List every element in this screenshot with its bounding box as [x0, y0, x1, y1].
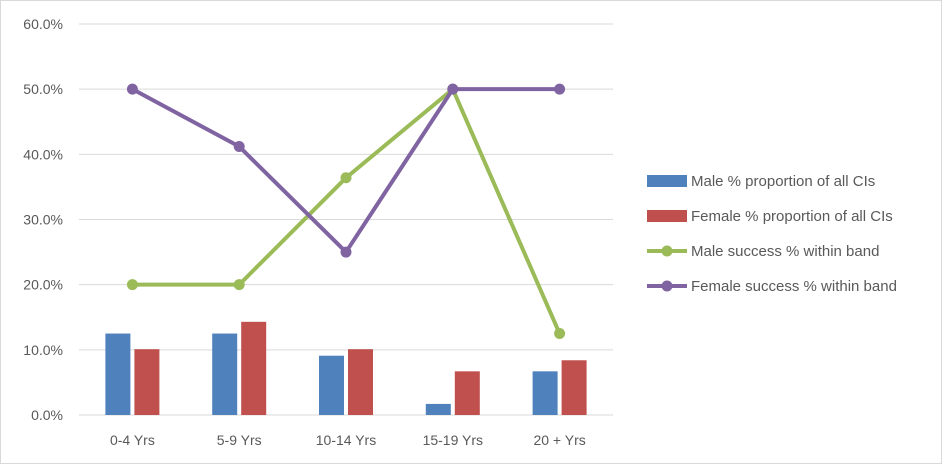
bar [134, 349, 160, 415]
data-point [554, 328, 566, 340]
bar [425, 403, 451, 415]
bar [454, 371, 480, 415]
y-tick-label: 60.0% [23, 16, 63, 32]
legend-label: Female success % within band [691, 278, 897, 295]
y-tick-label: 0.0% [31, 407, 63, 423]
bar [532, 371, 558, 415]
legend-label: Male success % within band [691, 243, 879, 260]
bars [105, 321, 587, 415]
data-point [340, 172, 352, 184]
bar [212, 333, 238, 415]
data-point [126, 83, 138, 95]
data-point [447, 83, 459, 95]
x-tick-label: 0-4 Yrs [110, 432, 155, 448]
y-tick-label: 30.0% [23, 212, 63, 228]
bar [319, 355, 344, 415]
legend-swatch [647, 210, 687, 222]
data-point [554, 83, 566, 95]
legend-marker [661, 245, 673, 257]
data-point [340, 246, 352, 258]
bar [241, 321, 267, 415]
legend-label: Male % proportion of all CIs [691, 173, 875, 190]
x-tick-label: 20 + Yrs [533, 432, 585, 448]
y-tick-label: 50.0% [23, 81, 63, 97]
bar [105, 333, 131, 415]
legend-label: Female % proportion of all CIs [691, 208, 893, 225]
data-point [233, 279, 245, 291]
legend-marker [661, 280, 673, 292]
x-tick-label: 5-9 Yrs [217, 432, 262, 448]
lines [126, 83, 566, 340]
y-tick-label: 20.0% [23, 277, 63, 293]
legend-swatch [647, 175, 687, 187]
x-tick-label: 10-14 Yrs [316, 432, 376, 448]
bar [348, 349, 373, 415]
data-point [126, 279, 138, 291]
y-tick-label: 10.0% [23, 342, 63, 358]
data-point [233, 141, 245, 153]
bar [561, 360, 587, 415]
legend: Male % proportion of all CIs Female % pro… [647, 173, 897, 295]
series-line [130, 87, 562, 255]
y-axis-tick-labels: 0.0% 10.0% 20.0% 30.0% 40.0% 50.0% 60.0% [23, 16, 63, 423]
x-tick-label: 15-19 Yrs [423, 432, 483, 448]
x-axis-tick-labels: 0-4 Yrs 5-9 Yrs 10-14 Yrs 15-19 Yrs 20 + Yrs [110, 432, 586, 448]
y-tick-label: 40.0% [23, 146, 63, 162]
